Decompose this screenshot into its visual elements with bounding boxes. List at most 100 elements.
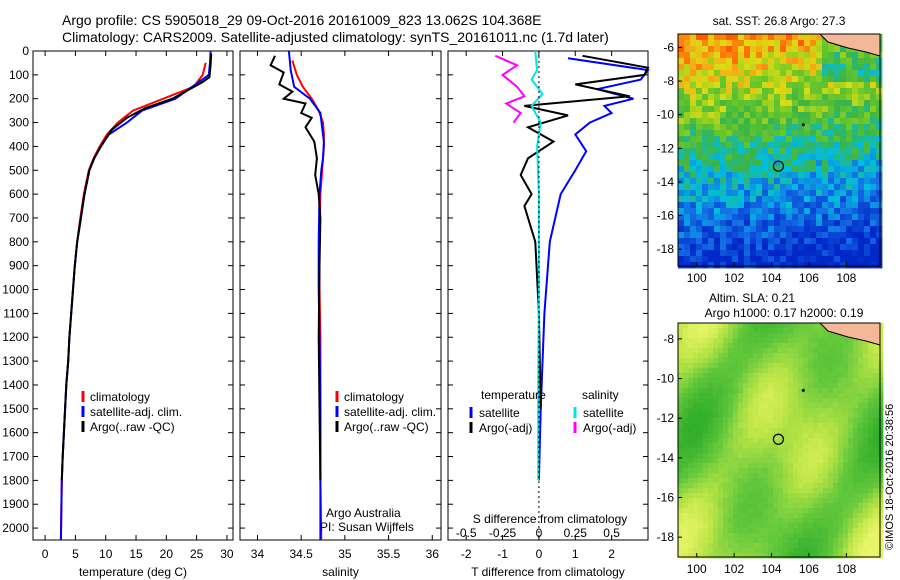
map-cell xyxy=(750,112,757,119)
map-cell xyxy=(696,190,703,197)
map-cell xyxy=(858,533,864,539)
map-cell xyxy=(684,34,691,41)
map-cell xyxy=(688,538,694,544)
map-cell xyxy=(702,238,709,245)
map-cell xyxy=(756,166,763,173)
map-cell xyxy=(768,76,775,83)
map-cell xyxy=(798,338,804,344)
map-cell xyxy=(748,328,754,334)
map-cell xyxy=(780,250,787,257)
map-cell xyxy=(763,418,769,424)
map-cell xyxy=(693,468,699,474)
map-cell xyxy=(738,538,744,544)
map-cell xyxy=(868,458,874,464)
map-cell xyxy=(750,34,757,41)
map-cell xyxy=(688,438,694,444)
map-cell xyxy=(864,166,871,173)
map-cell xyxy=(698,403,704,409)
map-cell xyxy=(853,423,859,429)
map-cell xyxy=(690,238,697,245)
map-cell xyxy=(878,393,884,399)
map-cell xyxy=(786,34,793,41)
map-cell xyxy=(833,473,839,479)
map-cell xyxy=(748,363,754,369)
map-cell xyxy=(726,82,733,89)
map-cell xyxy=(848,338,854,344)
map-cell xyxy=(696,256,703,263)
map-cell xyxy=(848,533,854,539)
y-tick-label: 1700 xyxy=(2,450,29,464)
x-axis-label: T difference from climatology xyxy=(471,565,625,579)
map-cell xyxy=(798,76,805,83)
map-cell xyxy=(818,443,824,449)
map-cell xyxy=(768,403,774,409)
map-cell xyxy=(753,438,759,444)
map-cell xyxy=(708,538,714,544)
map-cell xyxy=(863,418,869,424)
map-cell xyxy=(808,403,814,409)
map-cell xyxy=(773,388,779,394)
map-cell xyxy=(873,463,879,469)
map-cell xyxy=(684,250,691,257)
map-cell xyxy=(773,368,779,374)
map-cell xyxy=(726,52,733,59)
map-cell xyxy=(843,448,849,454)
map-cell xyxy=(733,553,739,559)
map-cell xyxy=(713,523,719,529)
map-cell xyxy=(848,538,854,544)
map-cell xyxy=(713,518,719,524)
map-cell xyxy=(678,338,684,344)
map-cell xyxy=(713,378,719,384)
map-cell xyxy=(683,523,689,529)
map-cell xyxy=(690,142,697,149)
map-cell xyxy=(813,453,819,459)
map-cell xyxy=(714,94,721,101)
map-cell xyxy=(808,538,814,544)
map-cell xyxy=(846,58,853,65)
map-cell xyxy=(813,368,819,374)
map-cell xyxy=(750,70,757,77)
map-cell xyxy=(846,112,853,119)
map-cell xyxy=(762,196,769,203)
map-cell xyxy=(822,178,829,185)
map-cell xyxy=(852,124,859,131)
map-cell xyxy=(678,508,684,514)
map-cell xyxy=(786,160,793,167)
map-cell xyxy=(728,338,734,344)
map-cell xyxy=(683,468,689,474)
top-tick-label: -0.25 xyxy=(489,526,517,540)
map-cell xyxy=(778,488,784,494)
map-cell xyxy=(732,106,739,113)
map-cell xyxy=(828,393,834,399)
map-cell xyxy=(786,244,793,251)
map-cell xyxy=(838,333,844,339)
map-cell xyxy=(834,160,841,167)
map-cell xyxy=(708,458,714,464)
map-cell xyxy=(873,453,879,459)
map-cell xyxy=(718,518,724,524)
map-cell xyxy=(813,438,819,444)
map-cell xyxy=(823,478,829,484)
map-cell xyxy=(858,518,864,524)
map-cell xyxy=(828,238,835,245)
map-cell xyxy=(798,503,804,509)
map-cell xyxy=(878,518,884,524)
map-cell xyxy=(798,64,805,71)
map-cell xyxy=(733,343,739,349)
map-cell xyxy=(870,208,877,215)
map-cell xyxy=(822,130,829,137)
map-cell xyxy=(738,403,744,409)
map-cell xyxy=(798,343,804,349)
map-cell xyxy=(714,124,721,131)
map-cell xyxy=(864,178,871,185)
map-cell xyxy=(703,478,709,484)
map-cell xyxy=(743,338,749,344)
map-cell xyxy=(728,508,734,514)
map-cell xyxy=(840,226,847,233)
map-cell xyxy=(718,458,724,464)
map-cell xyxy=(690,166,697,173)
map-cell xyxy=(823,548,829,554)
map-cell xyxy=(743,373,749,379)
map-cell xyxy=(778,493,784,499)
map-cell xyxy=(828,368,834,374)
